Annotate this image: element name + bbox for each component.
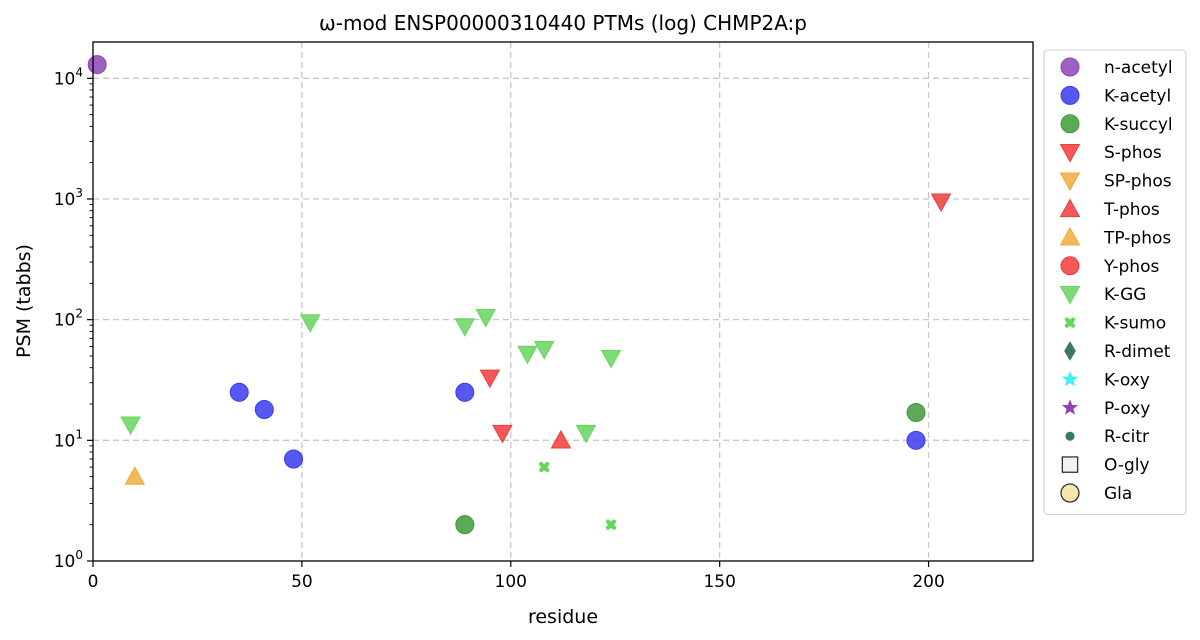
data-point-k-gg xyxy=(600,349,622,369)
legend-label: S-phos xyxy=(1104,143,1162,163)
data-point-k-gg xyxy=(517,345,538,365)
legend-label: R-citr xyxy=(1104,427,1149,447)
legend-marker-k-succyl xyxy=(1060,114,1080,134)
legend-label: K-succyl xyxy=(1104,115,1173,135)
data-point-k-gg xyxy=(120,416,141,436)
data-point-s-phos xyxy=(479,369,501,389)
y-tick-label: 102 xyxy=(54,307,83,331)
data-point-k-sumo xyxy=(605,519,617,531)
x-tick-label: 0 xyxy=(88,572,99,592)
legend-label: O-gly xyxy=(1104,456,1150,476)
chart-title: ω-mod ENSP00000310440 PTMs (log) CHMP2A:… xyxy=(319,11,807,35)
legend-item: n-acetyl xyxy=(1060,57,1173,78)
legend-marker-p-oxy xyxy=(1061,399,1079,415)
legend-marker-k-gg xyxy=(1059,286,1081,305)
x-tick-label: 100 xyxy=(495,572,527,592)
data-point-k-acetyl xyxy=(229,382,249,402)
data-point-n-acetyl xyxy=(87,55,107,75)
legend-label: R-dimet xyxy=(1104,342,1171,362)
data-point-k-succyl xyxy=(906,403,926,423)
legend-label: K-acetyl xyxy=(1104,86,1171,106)
legend-label: K-oxy xyxy=(1104,370,1150,390)
plot-area-frame xyxy=(92,41,1034,562)
data-point-k-gg xyxy=(299,314,321,333)
legend-label: Gla xyxy=(1104,484,1132,504)
legend-item: O-gly xyxy=(1061,456,1150,476)
legend-label: SP-phos xyxy=(1104,172,1172,192)
y-tick-label: 103 xyxy=(54,186,83,210)
data-point-k-gg xyxy=(454,318,476,337)
legend-item: K-oxy xyxy=(1061,370,1150,390)
legend-marker-y-phos xyxy=(1060,256,1080,276)
data-point-k-acetyl xyxy=(906,430,926,450)
legend-item: S-phos xyxy=(1059,143,1162,163)
legend-marker-tp-phos xyxy=(1059,226,1081,246)
legend-item: K-acetyl xyxy=(1060,85,1171,106)
y-tick-label: 100 xyxy=(54,548,83,572)
legend-item: K-sumo xyxy=(1064,314,1166,334)
legend-marker-gla xyxy=(1060,483,1080,503)
grid-lines xyxy=(93,42,1033,561)
legend-marker-r-citr xyxy=(1065,431,1075,441)
legend-marker-k-acetyl xyxy=(1060,85,1080,105)
legend-label: K-sumo xyxy=(1104,314,1166,334)
legend-label: TP-phos xyxy=(1103,228,1171,248)
legend-item: Y-phos xyxy=(1060,256,1159,277)
legend-label: P-oxy xyxy=(1104,399,1150,419)
legend-marker-r-dimet xyxy=(1064,341,1076,361)
legend-marker-s-phos xyxy=(1059,144,1081,163)
x-tick-label: 50 xyxy=(291,572,313,592)
legend-item: R-dimet xyxy=(1064,341,1171,362)
data-point-t-phos xyxy=(550,429,572,449)
legend-item: SP-phos xyxy=(1059,172,1172,192)
x-axis: 0 50 100 150 200 xyxy=(88,561,945,592)
legend-item: K-succyl xyxy=(1060,114,1173,135)
y-axis-title: PSM (tabbs) xyxy=(13,244,35,358)
legend-item: TP-phos xyxy=(1059,226,1171,248)
legend-frame xyxy=(1043,49,1187,515)
legend-marker-o-gly xyxy=(1061,456,1079,473)
x-axis-title: residue xyxy=(528,606,598,628)
legend-item: R-citr xyxy=(1065,427,1149,447)
data-point-k-acetyl xyxy=(254,400,274,420)
legend-label: n-acetyl xyxy=(1104,58,1173,78)
legend-marker-k-oxy xyxy=(1061,370,1079,387)
data-point-s-phos xyxy=(492,424,513,444)
data-point-k-acetyl xyxy=(455,382,475,402)
data-point-k-gg xyxy=(475,308,497,328)
data-point-k-acetyl xyxy=(284,449,304,469)
y-axis: 100 101 102 103 104 xyxy=(54,65,93,572)
x-tick-label: 200 xyxy=(912,572,944,592)
y-tick-label: 101 xyxy=(54,427,83,451)
legend-item: Gla xyxy=(1060,483,1132,504)
legend-item: K-GG xyxy=(1059,285,1146,305)
legend-marker-sp-phos xyxy=(1059,172,1081,192)
legend: n-acetyl K-acetyl K-succyl S-phos SP-phos T-p… xyxy=(1043,49,1187,515)
data-point-k-sumo xyxy=(538,461,550,473)
legend-label: T-phos xyxy=(1103,200,1160,220)
legend-item: P-oxy xyxy=(1061,399,1150,419)
x-tick-label: 150 xyxy=(703,572,735,592)
legend-marker-t-phos xyxy=(1059,198,1081,218)
data-point-k-gg xyxy=(575,424,597,444)
legend-marker-n-acetyl xyxy=(1060,57,1080,77)
legend-item: T-phos xyxy=(1059,198,1160,220)
data-point-k-succyl xyxy=(455,515,475,535)
data-point-k-gg xyxy=(533,340,555,360)
legend-label: K-GG xyxy=(1104,285,1146,305)
data-point-s-phos xyxy=(930,193,952,213)
y-tick-label: 104 xyxy=(54,65,83,89)
legend-marker-k-sumo xyxy=(1064,317,1076,329)
legend-label: Y-phos xyxy=(1103,257,1159,277)
data-points xyxy=(87,55,952,535)
data-point-tp-phos xyxy=(124,466,146,485)
